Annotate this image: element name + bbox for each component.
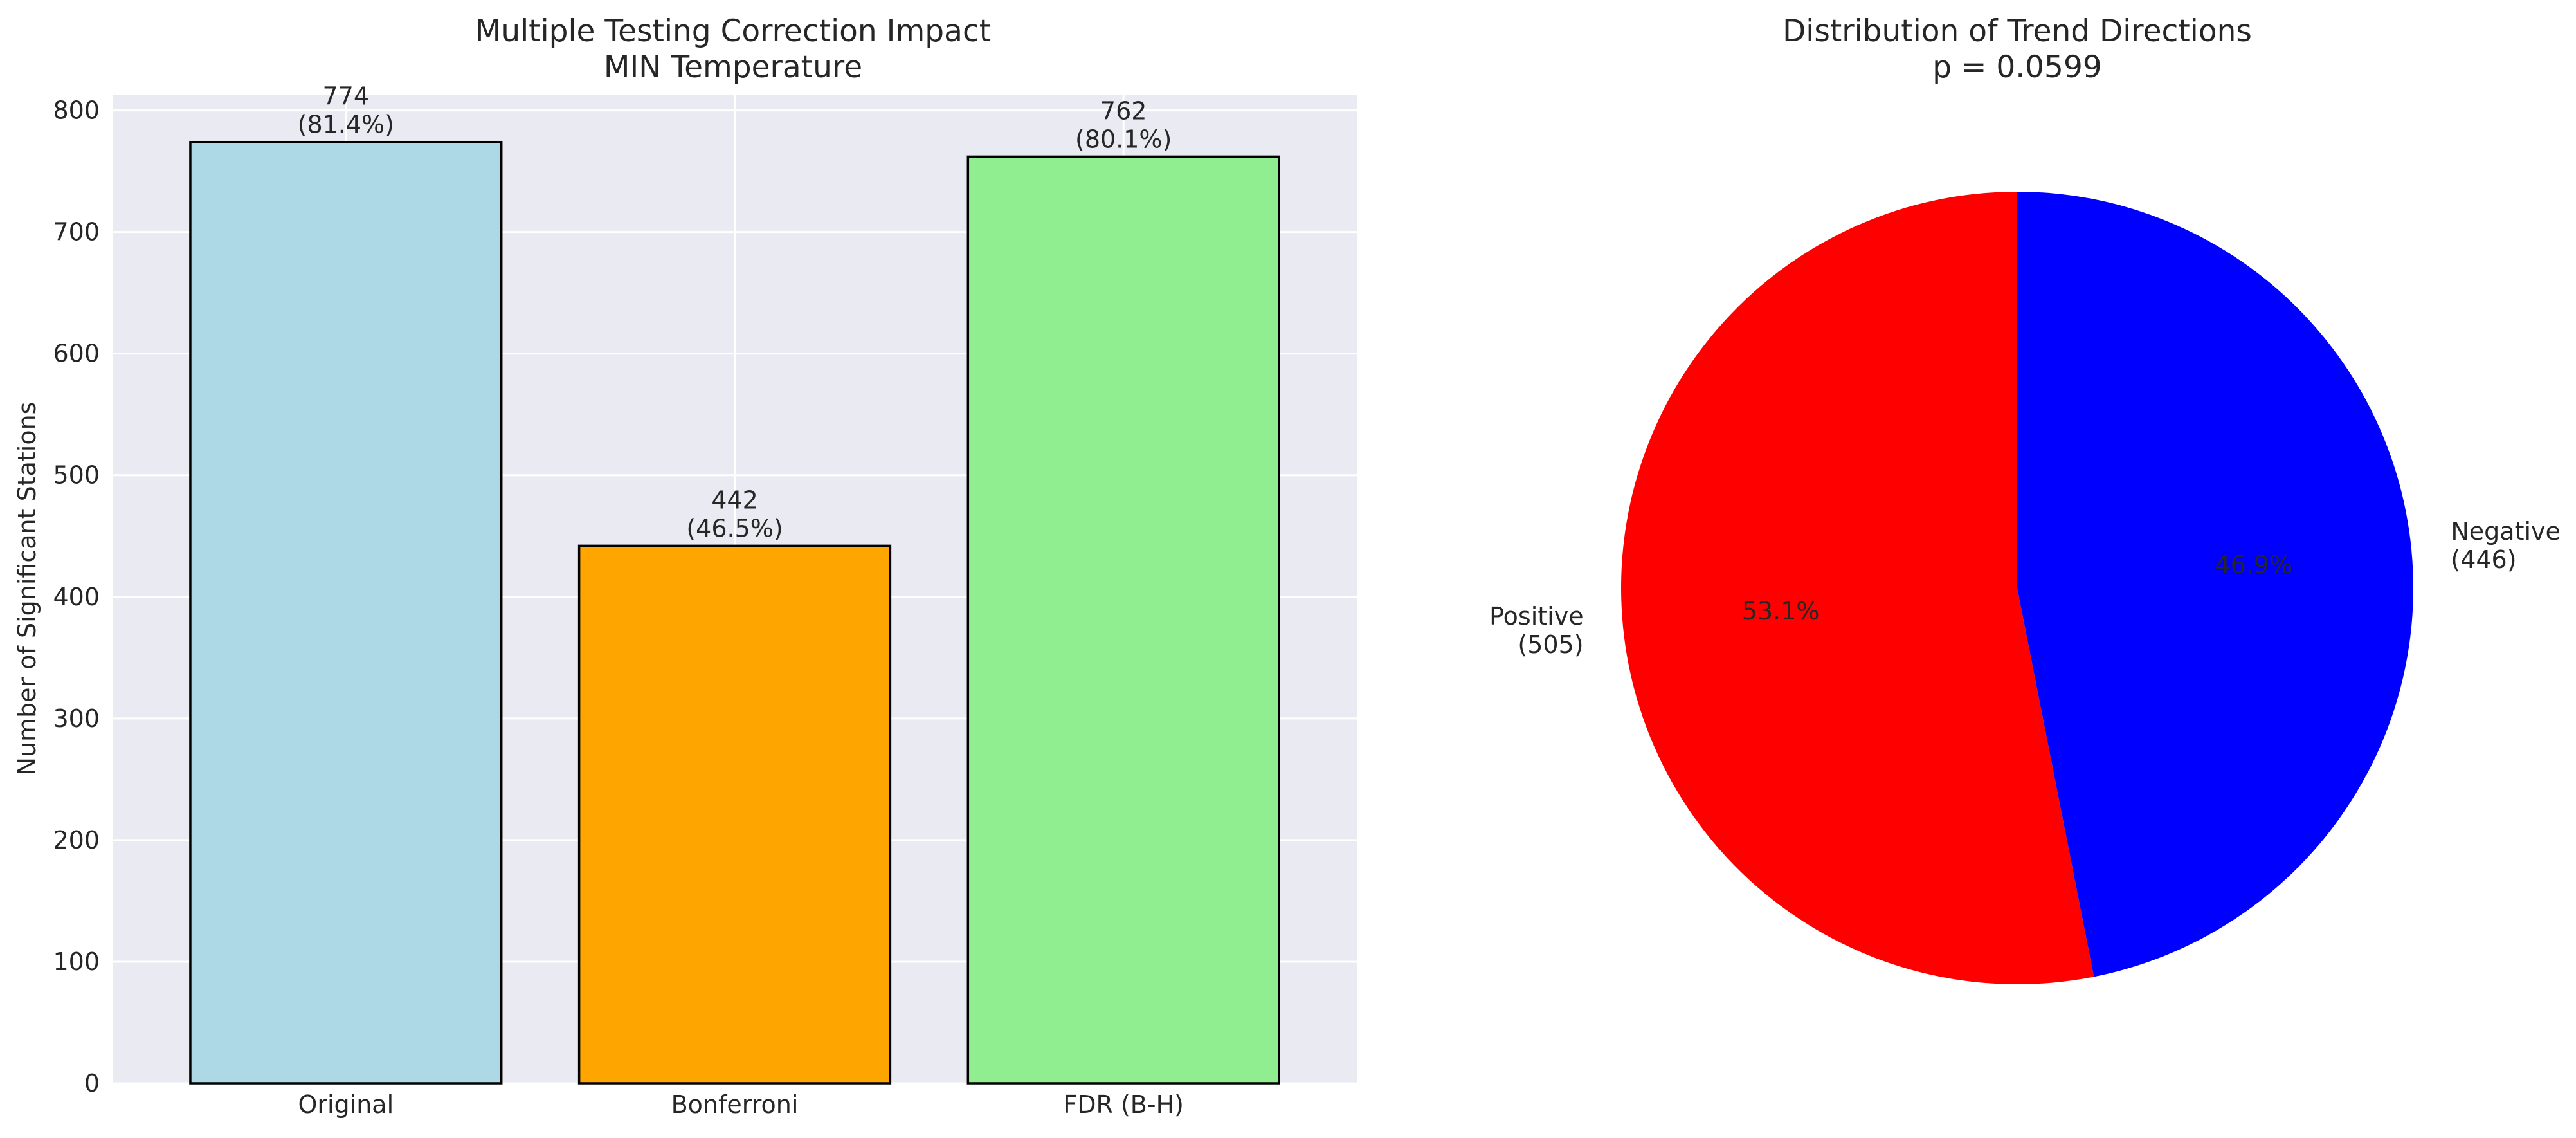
bar-data-label: 774 (81.4%) bbox=[298, 82, 394, 139]
bar-fdr-b-h bbox=[966, 155, 1280, 1085]
pie-label-negative: Negative (446) bbox=[2451, 517, 2561, 574]
bar-chart: 0 100 200 300 400 500 600 700 800 Original Bonfer… bbox=[13, 14, 1357, 1119]
bar-y-tick-label: 100 bbox=[53, 948, 100, 976]
bar-original bbox=[189, 140, 503, 1085]
pie-slice-positive bbox=[1621, 192, 2094, 984]
pie-label-positive: Positive (505) bbox=[1489, 602, 1584, 659]
bar-data-labels: 774 (81.4%) 442 (46.5%) 762 (80.1%) bbox=[298, 82, 1172, 543]
pie-slice-negative bbox=[2017, 191, 2414, 977]
bar-data-label: 762 (80.1%) bbox=[1075, 96, 1172, 153]
pie-chart-subtitle: p = 0.0599 bbox=[1932, 50, 2102, 85]
pie-percent-positive: 53.1% bbox=[1742, 597, 1820, 625]
bar-x-tick-label: Original bbox=[298, 1090, 394, 1119]
bar-y-ticks: 0 100 200 300 400 500 600 700 800 bbox=[53, 96, 100, 1097]
bar-y-tick-label: 600 bbox=[53, 340, 100, 368]
bar-y-tick-label: 200 bbox=[53, 826, 100, 854]
bar-x-ticks: Original Bonferroni FDR (B-H) bbox=[298, 1090, 1184, 1119]
bar-chart-title: Multiple Testing Correction Impact bbox=[475, 14, 991, 49]
bar-y-tick-label: 400 bbox=[53, 583, 100, 611]
bar-chart-ylabel: Number of Significant Stations bbox=[13, 402, 41, 776]
bar-y-tick-label: 300 bbox=[53, 704, 100, 733]
bar-x-tick-label: Bonferroni bbox=[671, 1090, 799, 1119]
bar-y-tick-label: 0 bbox=[84, 1069, 100, 1097]
bar-bonferroni bbox=[577, 544, 892, 1085]
pie-chart: 53.1% Positive (505) 46.9% Negative (446) Dis… bbox=[1489, 14, 2561, 984]
bar-x-tick-label: FDR (B-H) bbox=[1063, 1090, 1184, 1119]
bar-y-tick-label: 500 bbox=[53, 461, 100, 490]
bar-marks bbox=[189, 140, 1280, 1085]
pie-chart-title: Distribution of Trend Directions bbox=[1782, 14, 2252, 49]
bar-chart-subtitle: MIN Temperature bbox=[604, 50, 862, 85]
pie-labels: 53.1% Positive (505) 46.9% Negative (446) bbox=[1489, 517, 2561, 659]
bar-y-tick-label: 700 bbox=[53, 218, 100, 246]
pie-slices bbox=[1621, 191, 2414, 984]
bar-y-tick-label: 800 bbox=[53, 96, 100, 125]
bar-data-label: 442 (46.5%) bbox=[686, 486, 783, 542]
pie-percent-negative: 46.9% bbox=[2215, 551, 2292, 579]
